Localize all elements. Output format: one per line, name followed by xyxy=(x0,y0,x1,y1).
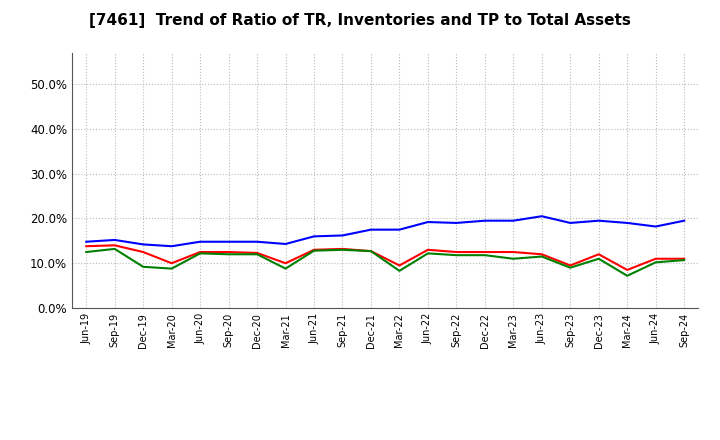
Trade Payables xyxy=(338,247,347,253)
Trade Payables xyxy=(566,265,575,270)
Trade Receivables xyxy=(480,249,489,255)
Trade Receivables xyxy=(225,249,233,255)
Trade Receivables xyxy=(167,260,176,266)
Trade Payables xyxy=(366,249,375,254)
Trade Payables xyxy=(537,254,546,259)
Line: Trade Payables: Trade Payables xyxy=(86,249,684,276)
Inventories xyxy=(253,239,261,244)
Trade Payables xyxy=(452,253,461,258)
Trade Payables xyxy=(253,252,261,257)
Inventories xyxy=(167,244,176,249)
Inventories xyxy=(623,220,631,226)
Inventories xyxy=(282,241,290,246)
Inventories xyxy=(110,237,119,242)
Trade Payables xyxy=(480,253,489,258)
Inventories xyxy=(196,239,204,244)
Trade Receivables xyxy=(139,249,148,255)
Trade Receivables xyxy=(680,256,688,261)
Trade Payables xyxy=(623,273,631,279)
Text: [7461]  Trend of Ratio of TR, Inventories and TP to Total Assets: [7461] Trend of Ratio of TR, Inventories… xyxy=(89,13,631,28)
Inventories xyxy=(566,220,575,226)
Trade Receivables xyxy=(395,263,404,268)
Trade Receivables xyxy=(196,249,204,255)
Trade Payables xyxy=(110,246,119,252)
Trade Receivables xyxy=(82,244,91,249)
Trade Payables xyxy=(139,264,148,269)
Trade Payables xyxy=(310,248,318,253)
Trade Payables xyxy=(225,252,233,257)
Trade Payables xyxy=(395,268,404,274)
Inventories xyxy=(509,218,518,224)
Trade Receivables xyxy=(537,252,546,257)
Inventories xyxy=(395,227,404,232)
Trade Payables xyxy=(196,251,204,256)
Trade Payables xyxy=(167,266,176,271)
Inventories xyxy=(366,227,375,232)
Trade Receivables xyxy=(566,263,575,268)
Inventories xyxy=(423,220,432,225)
Trade Payables xyxy=(652,260,660,265)
Inventories xyxy=(338,233,347,238)
Inventories xyxy=(82,239,91,244)
Trade Receivables xyxy=(310,247,318,253)
Trade Payables xyxy=(595,256,603,261)
Trade Receivables xyxy=(110,243,119,248)
Trade Receivables xyxy=(623,268,631,273)
Inventories xyxy=(595,218,603,224)
Inventories xyxy=(310,234,318,239)
Inventories xyxy=(680,218,688,224)
Inventories xyxy=(537,213,546,219)
Trade Receivables xyxy=(423,247,432,253)
Inventories xyxy=(652,224,660,229)
Trade Receivables xyxy=(338,246,347,252)
Inventories xyxy=(139,242,148,247)
Inventories xyxy=(452,220,461,226)
Trade Receivables xyxy=(509,249,518,255)
Trade Receivables xyxy=(652,256,660,261)
Trade Payables xyxy=(82,249,91,255)
Trade Payables xyxy=(282,266,290,271)
Trade Receivables xyxy=(282,260,290,266)
Inventories xyxy=(480,218,489,224)
Trade Receivables xyxy=(452,249,461,255)
Trade Receivables xyxy=(366,249,375,254)
Trade Receivables xyxy=(595,252,603,257)
Trade Payables xyxy=(509,256,518,261)
Trade Payables xyxy=(680,257,688,263)
Line: Trade Receivables: Trade Receivables xyxy=(86,246,684,270)
Trade Payables xyxy=(423,251,432,256)
Inventories xyxy=(225,239,233,244)
Trade Receivables xyxy=(253,250,261,256)
Line: Inventories: Inventories xyxy=(86,216,684,246)
Legend: Trade Receivables, Inventories, Trade Payables: Trade Receivables, Inventories, Trade Pa… xyxy=(161,437,610,440)
